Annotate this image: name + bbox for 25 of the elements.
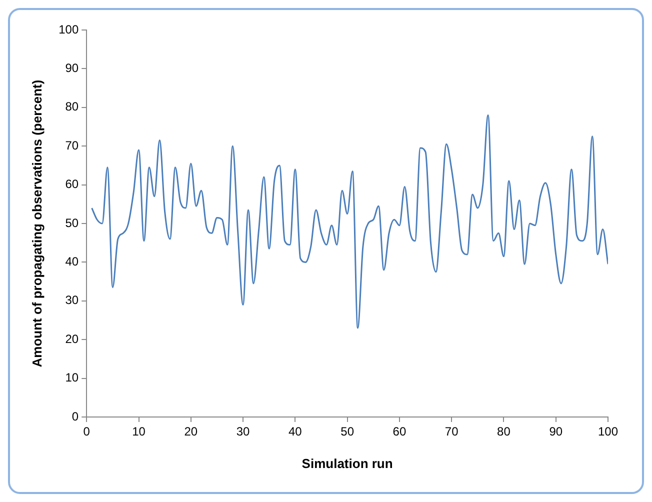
line-series: [91, 114, 608, 329]
y-tick-label: 100: [58, 22, 79, 36]
x-tick-label: 60: [392, 424, 406, 439]
x-axis-title: Simulation run: [302, 456, 393, 471]
x-tick-label: 40: [288, 424, 302, 439]
y-tick-label: 70: [65, 138, 79, 152]
x-tick-label: 30: [236, 424, 250, 439]
y-tick-label: 60: [65, 177, 79, 192]
x-tick-label: 80: [497, 424, 511, 439]
x-tick-label: 0: [83, 424, 90, 439]
x-tick-label: 70: [444, 424, 459, 439]
y-tick-label: 80: [65, 100, 79, 114]
y-tick-label: 20: [65, 332, 79, 346]
y-tick-label: 50: [65, 216, 79, 230]
y-tick-label: 40: [65, 254, 79, 269]
y-tick-label: 30: [65, 293, 79, 308]
x-tick-label: 20: [184, 424, 198, 439]
y-tick-label: 0: [72, 409, 79, 424]
y-axis-title: Amount of propagating observations (percent): [29, 80, 44, 368]
x-tick-label: 50: [340, 424, 354, 439]
x-tick-label: 90: [549, 424, 563, 439]
y-tick-label: 10: [65, 370, 79, 385]
y-tick-label: 90: [65, 61, 79, 76]
x-tick-label: 100: [598, 424, 618, 439]
x-tick-label: 10: [132, 424, 146, 439]
